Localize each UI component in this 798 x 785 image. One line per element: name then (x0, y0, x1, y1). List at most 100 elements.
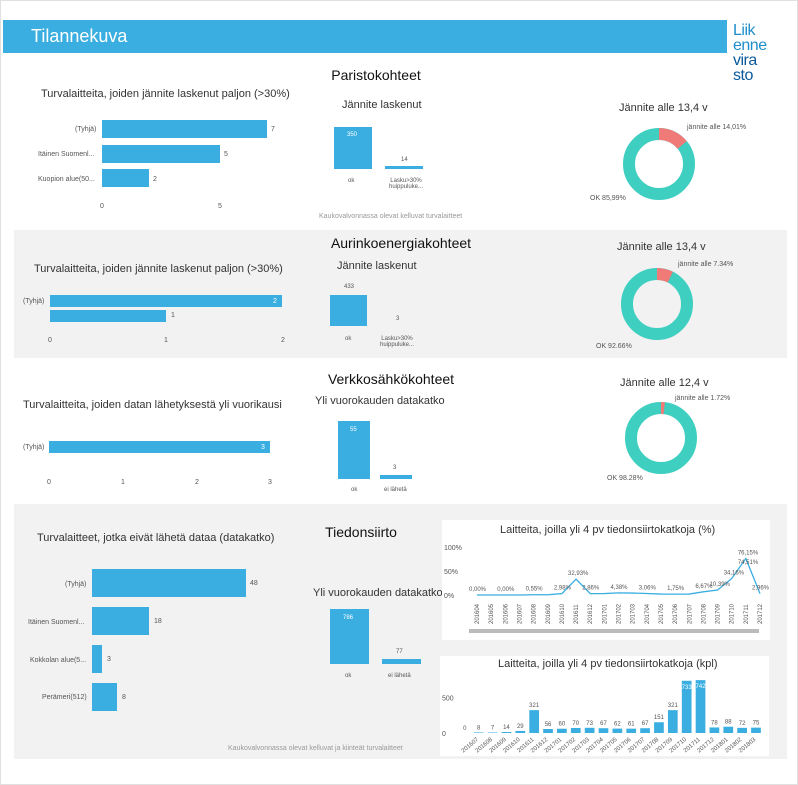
data-label: 0 (463, 726, 467, 732)
chart-bar[interactable] (695, 680, 706, 733)
data-label: 0,55% (526, 587, 544, 593)
chart-bar[interactable] (612, 728, 623, 733)
donut-ok-label: OK 85,99% (590, 195, 626, 202)
chart-bar[interactable] (626, 728, 637, 733)
category-label: ok (348, 178, 355, 184)
donut-paristo (623, 128, 695, 200)
x-tick-label: 201609 (546, 603, 552, 624)
data-label: 14 (401, 157, 408, 163)
chart-bar[interactable] (102, 169, 149, 187)
data-label: 34,16% (724, 571, 745, 577)
category-label: ei lähetä (384, 487, 407, 493)
data-label: 55 (350, 427, 357, 433)
chart-title-verkko-mid: Yli vuorokauden datakatko (315, 395, 445, 407)
chart-title-tiedonsiirto-left: Turvalaitteet, jotka eivät lähetä dataa … (37, 532, 275, 544)
chart-title-aurinko-mid: Jännite laskenut (337, 260, 417, 272)
chart-bar[interactable] (737, 727, 747, 733)
x-tick-label: 201704 (645, 603, 651, 624)
donut-low-slice[interactable] (623, 128, 695, 200)
data-label: 3 (393, 465, 397, 471)
footnote: Kaukovalvonnassa olevat kelluvat ja kiin… (228, 745, 403, 752)
data-label: 78 (711, 720, 718, 726)
donut-low-label: jännite alle 1.72% (675, 395, 731, 402)
chart-bar[interactable] (557, 728, 567, 733)
chart-bar[interactable] (570, 728, 581, 733)
data-label: 2 (153, 176, 157, 183)
tick-label: 3 (268, 479, 272, 486)
category-label: ok (351, 487, 358, 493)
chart-bar[interactable] (501, 732, 512, 733)
tick-label: 0 (48, 337, 52, 344)
data-label: 321 (668, 703, 679, 709)
chart-bar[interactable] (598, 728, 609, 733)
donut-low-slice[interactable] (625, 402, 697, 474)
chart-bar[interactable] (709, 727, 720, 733)
donut-low-slice[interactable] (621, 268, 693, 340)
chart-bar[interactable] (380, 475, 412, 479)
x-tick-label: 201606 (503, 603, 509, 624)
data-label: 7 (271, 126, 275, 133)
chart-bar[interactable] (681, 680, 692, 733)
chart-title-verkko-left: Turvalaitteita, joiden datan lähetyksest… (23, 399, 282, 411)
chart-bar[interactable] (543, 729, 553, 733)
chart-bar[interactable] (338, 421, 370, 479)
chart-bar[interactable] (102, 145, 220, 163)
chart-bar[interactable] (529, 710, 540, 733)
chart-bar[interactable] (92, 683, 117, 711)
x-tick-label: 201604 (475, 603, 481, 624)
series-line[interactable] (477, 557, 761, 596)
chart-bar[interactable] (50, 310, 166, 322)
chart-bar[interactable] (334, 127, 372, 169)
y-tick-label: 500 (442, 695, 454, 702)
chart-bar[interactable] (49, 441, 270, 453)
chart-bar[interactable] (92, 645, 102, 673)
data-label: 3 (261, 444, 265, 451)
chart-bar[interactable] (92, 569, 246, 597)
scrollbar[interactable] (469, 629, 759, 633)
data-label: 56 (545, 722, 552, 728)
data-label: 1 (171, 312, 175, 319)
line-chart: 100% 50% 0% 0,00% 0,00% 0,55% 2,98% 32,93% 2,86%… (444, 545, 770, 624)
chart-bar[interactable] (723, 726, 734, 733)
data-label: 742 (696, 684, 707, 690)
chart-bar[interactable] (584, 727, 595, 733)
chart-bar[interactable] (640, 728, 650, 733)
chart-bar[interactable] (751, 727, 761, 733)
category-label: Lasku>30% huippuluke... (388, 178, 424, 190)
chart-bar[interactable] (667, 710, 678, 733)
data-label: 67 (600, 721, 607, 727)
y-tick-label: 100% (444, 545, 462, 552)
chart-bar[interactable] (330, 609, 369, 664)
x-tick-label: 201705 (659, 603, 665, 624)
chart-bar[interactable] (473, 732, 484, 733)
donut-low-label: jännite alle 14,01% (687, 124, 747, 131)
donut-ok-label: OK 98.28% (607, 475, 643, 482)
chart-bar[interactable] (654, 722, 664, 733)
data-label: 32,93% (568, 571, 589, 577)
data-label: 77 (396, 649, 403, 655)
data-label: 3 (107, 656, 111, 663)
donut-ok-label: OK 92.66% (596, 343, 632, 350)
chart-title-aurinko-left: Turvalaitteita, joiden jännite laskenut … (34, 263, 283, 275)
donut-ok-slice[interactable] (625, 402, 697, 474)
tick-label: 1 (164, 337, 168, 344)
chart-bar[interactable] (330, 295, 367, 326)
y-tick-label: 50% (444, 569, 458, 576)
data-label: 0,00% (497, 587, 515, 593)
chart-bar[interactable] (385, 166, 423, 169)
data-label: 72 (739, 721, 746, 727)
category-label: (Tyhjä) (75, 126, 97, 133)
donut-ok-slice[interactable] (621, 268, 693, 340)
chart-bar[interactable] (92, 607, 149, 635)
chart-bar[interactable] (50, 295, 282, 307)
chart-title-tiedonsiirto-mid: Yli vuorokauden datakatko (313, 587, 443, 599)
data-label: 786 (343, 615, 354, 621)
line-chart-title: Laitteita, joilla yli 4 pv tiedonsiirtok… (500, 524, 716, 536)
chart-bar[interactable] (515, 730, 526, 733)
chart-bar[interactable] (102, 120, 267, 138)
chart-title-paristo-left: Turvalaitteita, joiden jännite laskenut … (41, 88, 290, 100)
donut-title-aurinko: Jännite alle 13,4 v (617, 241, 706, 253)
chart-bar[interactable] (382, 659, 421, 664)
x-tick-label: 201706 (673, 603, 679, 624)
data-label: 14 (503, 725, 510, 731)
